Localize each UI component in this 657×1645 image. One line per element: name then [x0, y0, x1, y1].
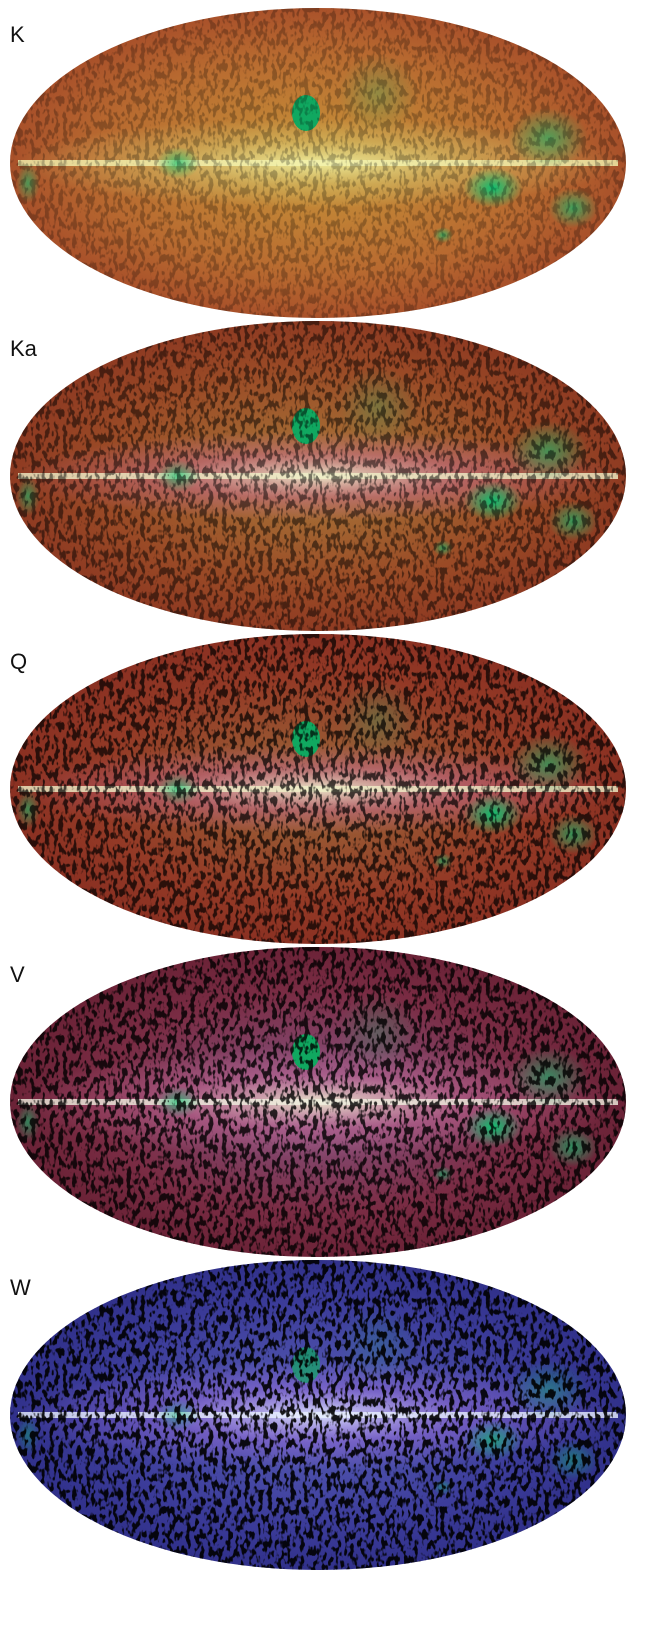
band-label: Ka — [10, 336, 38, 361]
band-label: V — [10, 962, 25, 987]
sky-map — [10, 1260, 626, 1570]
band-label: W — [10, 1275, 31, 1300]
sky-map — [10, 321, 626, 631]
band-label: Q — [10, 649, 27, 674]
sky-map — [10, 634, 626, 944]
band-label: K — [10, 22, 25, 47]
sky-map — [10, 947, 626, 1257]
sky-map — [10, 8, 626, 318]
